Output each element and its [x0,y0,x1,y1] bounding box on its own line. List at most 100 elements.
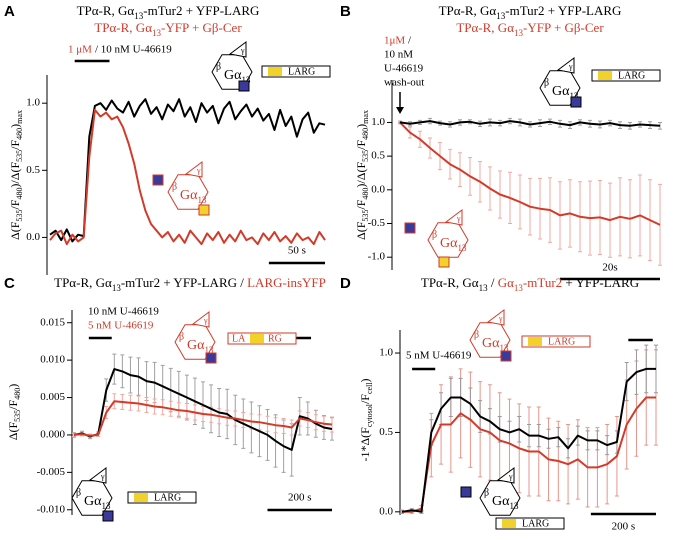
annotation: 1 μM [68,44,92,56]
text-part: / [488,275,498,290]
galpha-label: Gα13 [482,336,509,353]
data-line [49,98,326,243]
text-part: -mTur2 + YFP-LARG [505,3,621,18]
text-part: TPα-R, Gα [77,3,135,18]
beta-label: β [76,487,81,498]
chart-title: TPα-R, Gα13-mTur2 + YFP-LARG [77,3,260,21]
text-part: 535 [15,210,24,222]
larg-label: LARG [288,66,315,77]
fluorophore-yellow [250,334,264,343]
text-part: -1*Δ(F [358,427,372,462]
text-part: Gα [224,68,242,83]
fluorophore-yellow [502,519,516,528]
fluorophore-blue [500,350,512,362]
chart-title: TPα-R, Gα13-YFP + Gβ-Cer [94,20,242,38]
data-line [49,108,326,246]
gamma-shape [496,467,515,484]
text-part: -mTur2 + YFP-LARG / [121,275,247,290]
gamma-label: γ [508,472,513,481]
text-part: Gα [498,275,514,290]
y-tick-label: -0.5 [368,217,386,229]
gamma-shape [556,57,575,74]
text-part: TPα-R, Gα [54,275,112,290]
chart-title: TPα-R, Gα13 / Gα13-mTur2 + YFP-LARG [421,275,639,293]
galpha-label: Gα13 [492,494,519,511]
text-part: 535 [361,150,370,162]
galpha-label: Gα13 [552,84,579,101]
annotation: U-46619 [384,63,424,75]
beta-label: β [484,487,489,498]
gamma-label: γ [100,472,105,481]
gamma-label: γ [203,316,208,325]
text-part: Gα [180,188,198,203]
text-part: ) [6,384,20,388]
larg-label: LARG [548,336,575,347]
data-line [73,368,333,451]
text-part: 13 [134,11,144,21]
text-part: 13 [514,283,524,293]
y-tick-label: 0.0 [379,505,393,517]
text-part: 13 [499,343,509,353]
beta-label: β [432,229,437,240]
text-part: )/Δ(F [354,162,368,188]
annotation: 5 nM U-46619 [406,350,472,362]
y-axis-label: Δ(F535/F480) [6,384,23,440]
text-part: 13 [496,11,506,21]
galpha-label: Gα13 [440,236,467,253]
larg-label: RG [268,333,282,344]
fluorophore-yellow [598,71,612,80]
fluorophore-blue [460,486,472,498]
larg-box [261,65,331,78]
gamma-shape [184,161,203,178]
fluorophore-yellow [134,493,148,502]
y-tick-label: 0.5 [26,164,40,176]
annotation: 5 nM U-46619 [88,320,154,332]
text-part: 480 [361,128,370,140]
y-tick-label: 0.5 [371,150,385,162]
fluorophore-yellow [438,256,450,268]
text-part: /F [354,199,368,209]
fluorophore-blue [102,510,114,522]
text-part: -YFP + Gβ-Cer [523,20,604,35]
text-part: ) [8,124,22,128]
text-part: 535 [361,210,370,222]
text-part: Δ(F [6,421,20,440]
gamma-shape [88,467,107,484]
scale-bar-label: 50 s [288,245,306,257]
larg-box [495,517,565,530]
larg-label: LARG [154,492,181,503]
galpha-label: Gα13 [224,68,251,85]
error-bar [658,121,662,130]
y-tick-label: 0.0 [371,183,385,195]
text-part: /F [8,140,22,150]
data-line [399,121,661,226]
text-part: TPα-R, Gα [456,20,514,35]
text-part: 13 [457,243,467,253]
fluorophore-blue [205,352,217,364]
annotation: 10 nM [384,49,413,61]
text-part: max [361,110,370,124]
fluorophore-blue [152,174,164,186]
annotation: 10 nM U-46619 [88,306,159,318]
fluorophore-yellow [268,67,282,76]
panel-letter: B [340,3,351,20]
text-part: 535 [13,410,22,422]
text-part: Δ(F [354,221,368,240]
gamma-label: γ [240,46,245,55]
gamma-label: γ [196,166,201,175]
text-part: TPα-R, Gα [421,275,479,290]
text-part: )/Δ(F [8,162,22,188]
data-line [399,120,661,127]
text-part: -mTur2 [523,275,562,290]
panel-letter: A [4,3,15,20]
text-part: 13 [101,501,111,511]
text-part: 13 [514,28,524,38]
text-part: 13 [241,75,251,85]
chart-title: TPα-R, Gα13-mTur2 + YFP-LARG [439,3,622,21]
text-part: cytosol [365,403,374,427]
y-axis-label: Δ(F535/F480)/Δ(F535/F480)max [354,110,371,240]
text-part: -YFP + Gβ-Cer [161,20,242,35]
gamma-shape [444,209,463,226]
annotation: / 10 nM U-46619 [95,44,172,56]
